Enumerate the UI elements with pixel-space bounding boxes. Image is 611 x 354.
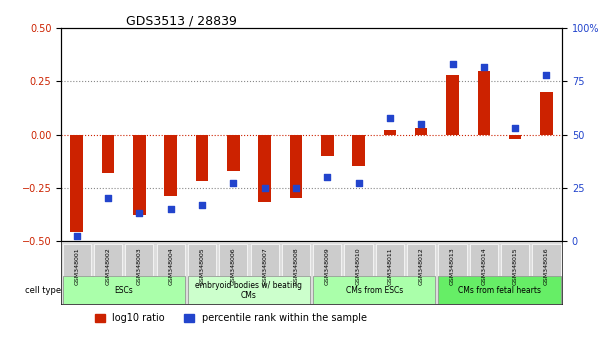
Text: GSM348014: GSM348014 — [481, 247, 486, 285]
FancyBboxPatch shape — [376, 244, 404, 276]
Point — [354, 181, 364, 186]
Bar — [540, 92, 553, 135]
Text: CMs from ESCs: CMs from ESCs — [346, 286, 403, 295]
Text: cell type: cell type — [25, 286, 61, 295]
Point — [448, 62, 458, 67]
Point — [385, 115, 395, 120]
Bar — [353, 135, 365, 166]
Point — [72, 234, 82, 239]
Bar — [321, 135, 334, 156]
Bar — [102, 135, 114, 173]
Text: GSM348008: GSM348008 — [293, 247, 298, 285]
Bar — [415, 128, 428, 135]
Text: GSM348015: GSM348015 — [513, 247, 518, 285]
Text: GSM348004: GSM348004 — [168, 247, 173, 285]
FancyBboxPatch shape — [470, 244, 498, 276]
Bar — [446, 75, 459, 135]
Bar — [258, 135, 271, 202]
Bar — [196, 135, 208, 181]
Text: GSM348010: GSM348010 — [356, 247, 361, 285]
Point — [510, 125, 520, 131]
Text: embryoid bodies w/ beating
CMs: embryoid bodies w/ beating CMs — [196, 281, 302, 300]
FancyBboxPatch shape — [125, 244, 153, 276]
FancyBboxPatch shape — [439, 244, 467, 276]
Bar — [384, 130, 396, 135]
Text: GSM348013: GSM348013 — [450, 247, 455, 285]
FancyBboxPatch shape — [188, 244, 216, 276]
Text: GSM348009: GSM348009 — [325, 247, 330, 285]
FancyBboxPatch shape — [63, 276, 185, 304]
Text: GSM348005: GSM348005 — [200, 247, 205, 285]
Text: GSM348001: GSM348001 — [75, 247, 79, 285]
Point — [134, 210, 144, 216]
Point — [416, 121, 426, 127]
Legend: log10 ratio, percentile rank within the sample: log10 ratio, percentile rank within the … — [91, 309, 371, 327]
Point — [166, 206, 175, 212]
Text: GSM348011: GSM348011 — [387, 247, 392, 285]
Point — [229, 181, 238, 186]
Point — [323, 174, 332, 180]
Bar — [70, 135, 83, 232]
Text: GSM348003: GSM348003 — [137, 247, 142, 285]
FancyBboxPatch shape — [251, 244, 279, 276]
Text: GSM348012: GSM348012 — [419, 247, 423, 285]
Point — [260, 185, 269, 190]
Bar — [133, 135, 145, 215]
FancyBboxPatch shape — [188, 276, 310, 304]
FancyBboxPatch shape — [282, 244, 310, 276]
Bar — [290, 135, 302, 198]
FancyBboxPatch shape — [345, 244, 373, 276]
Point — [479, 64, 489, 69]
Point — [291, 185, 301, 190]
Point — [197, 202, 207, 207]
FancyBboxPatch shape — [94, 244, 122, 276]
Text: ESCs: ESCs — [114, 286, 133, 295]
Text: GSM348006: GSM348006 — [231, 247, 236, 285]
Bar — [227, 135, 240, 171]
FancyBboxPatch shape — [501, 244, 529, 276]
Bar — [509, 135, 521, 139]
FancyBboxPatch shape — [219, 244, 247, 276]
Text: CMs from fetal hearts: CMs from fetal hearts — [458, 286, 541, 295]
Text: GSM348002: GSM348002 — [106, 247, 111, 285]
Point — [541, 72, 551, 78]
Text: GDS3513 / 28839: GDS3513 / 28839 — [126, 14, 237, 27]
FancyBboxPatch shape — [156, 244, 185, 276]
FancyBboxPatch shape — [313, 276, 435, 304]
Text: GSM348016: GSM348016 — [544, 247, 549, 285]
FancyBboxPatch shape — [439, 276, 560, 304]
Bar — [478, 71, 490, 135]
Point — [103, 195, 113, 201]
FancyBboxPatch shape — [532, 244, 560, 276]
Bar — [164, 135, 177, 196]
Text: GSM348007: GSM348007 — [262, 247, 267, 285]
FancyBboxPatch shape — [407, 244, 435, 276]
FancyBboxPatch shape — [313, 244, 342, 276]
FancyBboxPatch shape — [63, 244, 91, 276]
